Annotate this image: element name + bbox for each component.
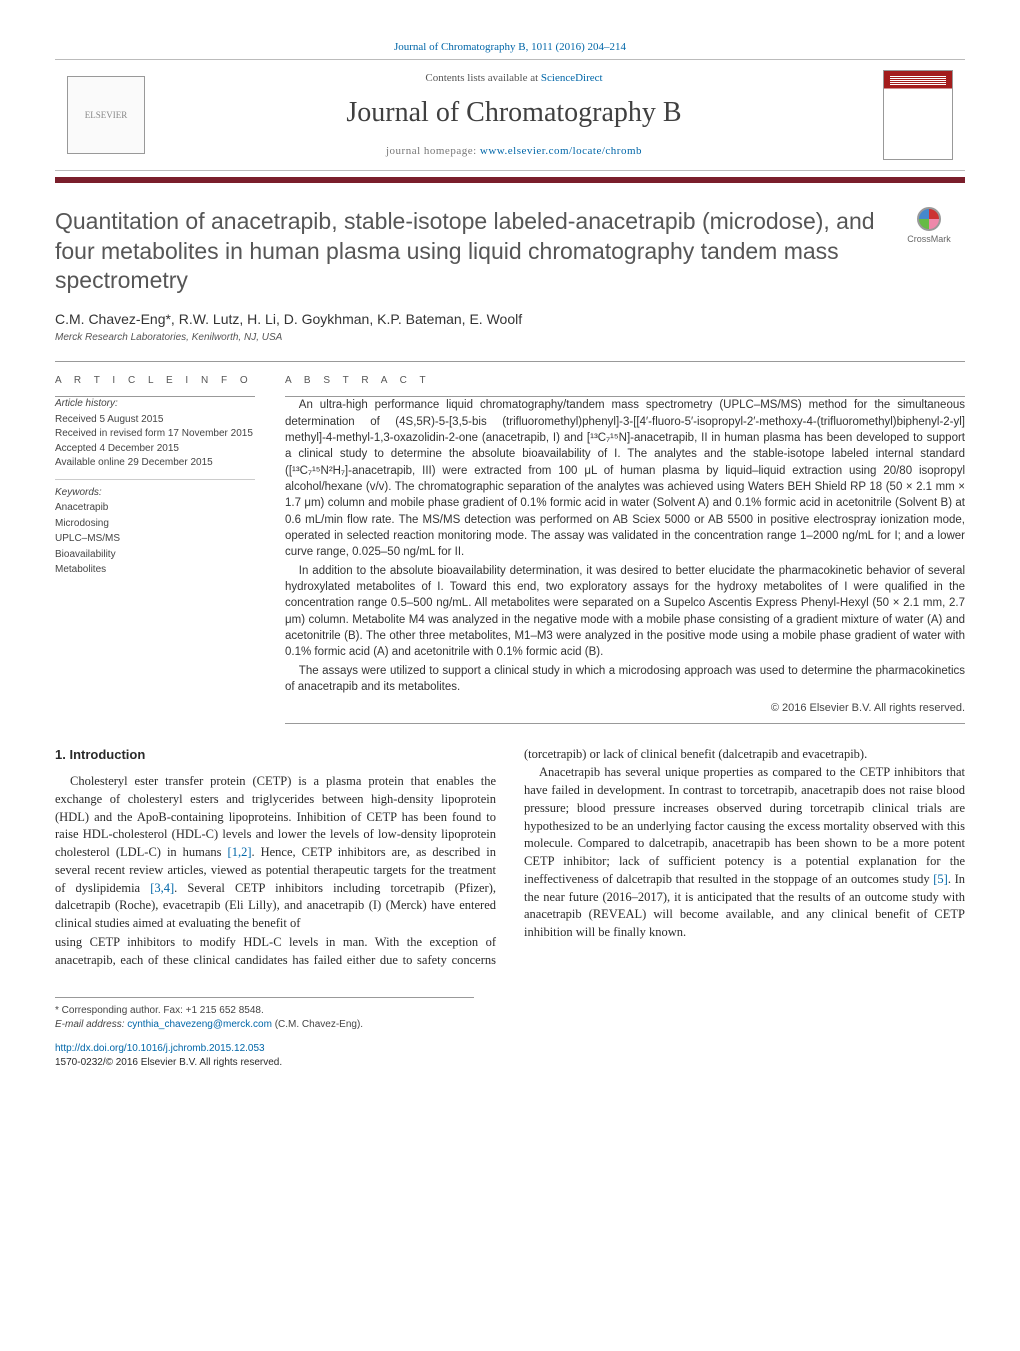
color-bar	[55, 177, 965, 183]
crossmark-icon	[917, 207, 941, 231]
online-date: Available online 29 December 2015	[55, 456, 255, 471]
journal-cover-thumbnail	[883, 70, 953, 160]
affiliation: Merck Research Laboratories, Kenilworth,…	[55, 331, 965, 345]
homepage-line: journal homepage: www.elsevier.com/locat…	[145, 144, 883, 159]
sciencedirect-link[interactable]: ScienceDirect	[541, 72, 603, 84]
abstract-copyright: © 2016 Elsevier B.V. All rights reserved…	[285, 701, 965, 716]
revised-date: Received in revised form 17 November 201…	[55, 427, 255, 442]
abstract-text: An ultra-high performance liquid chromat…	[285, 397, 965, 695]
article-title: Quantitation of anacetrapib, stable-isot…	[55, 207, 879, 295]
article-info-label: A R T I C L E I N F O	[55, 374, 255, 388]
journal-ref-link[interactable]: Journal of Chromatography B, 1011 (2016)…	[394, 41, 626, 53]
journal-header: ELSEVIER Contents lists available at Sci…	[55, 59, 965, 171]
journal-reference: Journal of Chromatography B, 1011 (2016)…	[55, 40, 965, 55]
homepage-link[interactable]: www.elsevier.com/locate/chromb	[480, 145, 642, 157]
ref-link[interactable]: [1,2]	[228, 845, 252, 859]
received-date: Received 5 August 2015	[55, 413, 255, 428]
ref-link[interactable]: [5]	[933, 872, 948, 886]
doi-block: http://dx.doi.org/10.1016/j.jchromb.2015…	[55, 1042, 965, 1070]
intro-heading: 1. Introduction	[55, 746, 496, 764]
crossmark-badge[interactable]: CrossMark	[893, 207, 965, 246]
body-text: 1. Introduction Cholesteryl ester transf…	[55, 746, 965, 970]
accepted-date: Accepted 4 December 2015	[55, 442, 255, 457]
abstract-label: A B S T R A C T	[285, 374, 965, 388]
elsevier-logo: ELSEVIER	[67, 76, 145, 154]
ref-link[interactable]: [3,4]	[150, 881, 174, 895]
authors: C.M. Chavez-Eng*, R.W. Lutz, H. Li, D. G…	[55, 310, 965, 330]
corresponding-author: * Corresponding author. Fax: +1 215 652 …	[55, 1004, 474, 1018]
keywords-list: Anacetrapib Microdosing UPLC–MS/MS Bioav…	[55, 501, 255, 578]
issn-line: 1570-0232/© 2016 Elsevier B.V. All right…	[55, 1057, 282, 1068]
contents-line: Contents lists available at ScienceDirec…	[145, 71, 883, 86]
journal-name: Journal of Chromatography B	[145, 93, 883, 132]
doi-link[interactable]: http://dx.doi.org/10.1016/j.jchromb.2015…	[55, 1043, 265, 1054]
keywords-label: Keywords:	[55, 486, 255, 501]
email-link[interactable]: cynthia_chavezeng@merck.com	[127, 1019, 272, 1030]
history-label: Article history:	[55, 397, 255, 412]
footnotes: * Corresponding author. Fax: +1 215 652 …	[55, 997, 474, 1032]
rule-top	[55, 361, 965, 362]
